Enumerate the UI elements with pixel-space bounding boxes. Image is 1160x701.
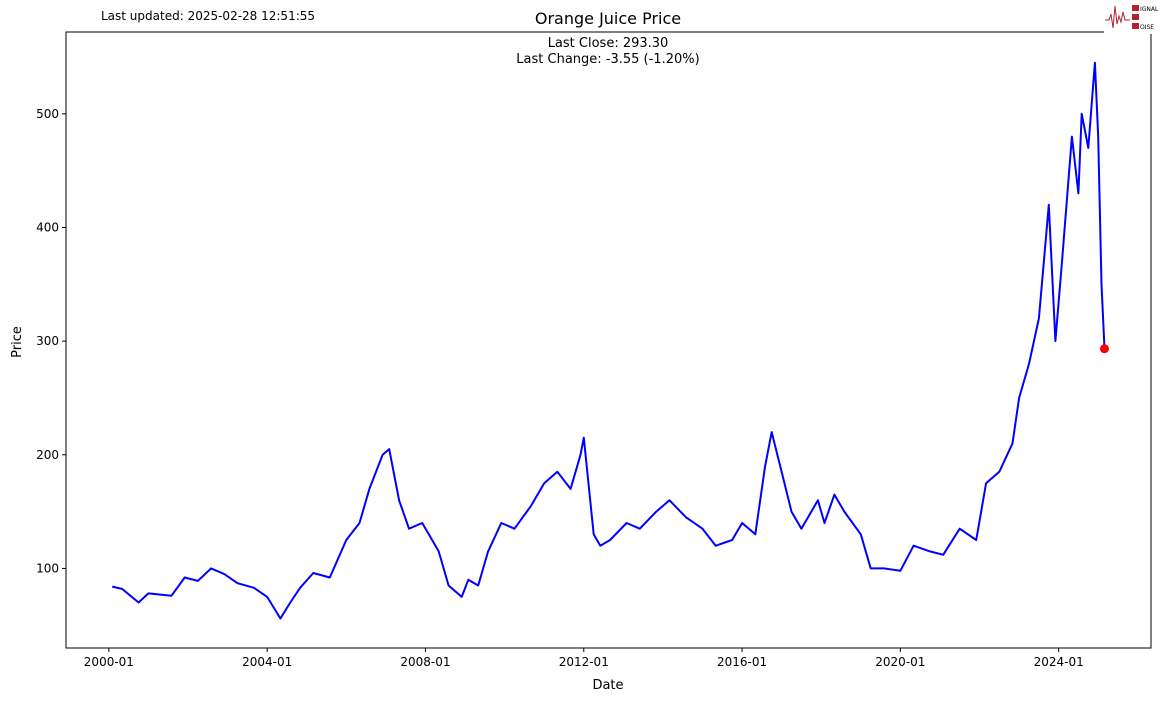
price-line	[111, 61, 1106, 620]
y-tick-label: 100	[36, 561, 59, 575]
y-axis-label: Price	[10, 326, 25, 358]
x-tick-label: 2008-01	[400, 655, 450, 669]
x-tick-label: 2020-01	[875, 655, 925, 669]
x-tick-label: 2012-01	[559, 655, 609, 669]
last-change-annotation: Last Change: -3.55 (-1.20%)	[516, 52, 699, 67]
x-tick-label: 2004-01	[242, 655, 292, 669]
x-tick-label: 2024-01	[1034, 655, 1084, 669]
y-tick-label: 400	[36, 220, 59, 234]
svg-text:IGNAL: IGNAL	[1140, 6, 1159, 13]
last-updated-text: Last updated: 2025-02-28 12:51:55	[101, 9, 315, 23]
plot-frame	[65, 31, 1152, 649]
chart-title: Orange Juice Price	[535, 9, 681, 28]
x-tick-label: 2000-01	[84, 655, 134, 669]
y-tick-label: 200	[36, 448, 59, 462]
x-axis-label: Date	[592, 678, 623, 693]
x-tick-label: 2016-01	[717, 655, 767, 669]
last-close-annotation: Last Close: 293.30	[548, 36, 669, 51]
y-tick-label: 500	[36, 107, 59, 121]
signal-noise-logo: IGNAL OISE	[1104, 0, 1160, 34]
y-tick-label: 300	[36, 334, 59, 348]
svg-text:OISE: OISE	[1140, 24, 1154, 31]
last-close-marker	[1099, 344, 1109, 354]
